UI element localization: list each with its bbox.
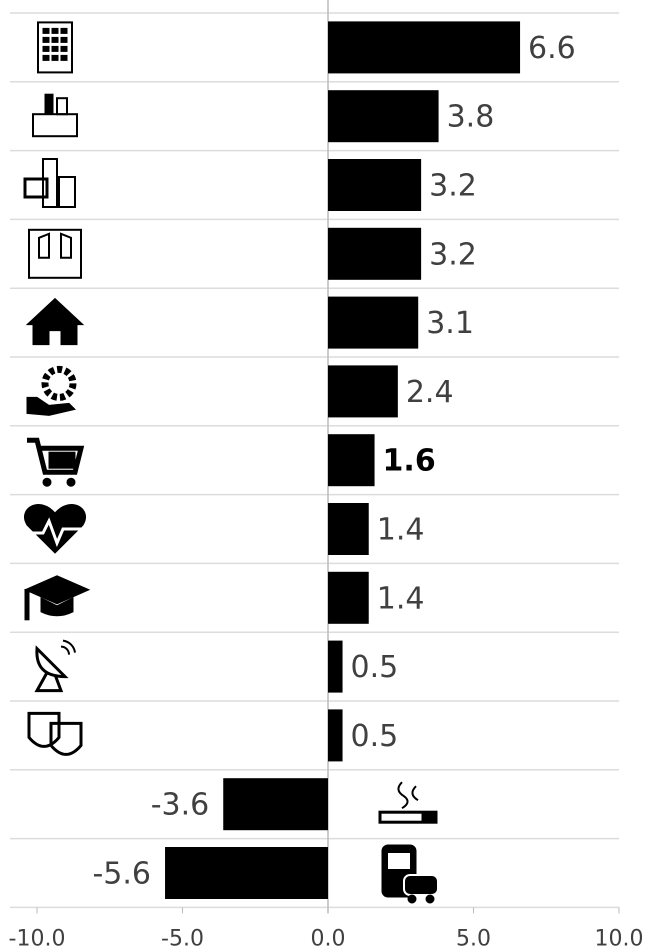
icon-part: [25, 297, 85, 346]
value-label: 3.2: [429, 169, 477, 204]
value-label: 1.6: [383, 444, 436, 479]
icon-part: [24, 504, 86, 554]
icon-part: [60, 27, 68, 34]
icon-part: [23, 177, 49, 199]
icon-part: [51, 54, 59, 61]
icon-part: [40, 596, 74, 617]
icon-part: [41, 365, 77, 401]
bar: [328, 227, 422, 280]
icon-part: [425, 894, 435, 904]
bar: [223, 778, 328, 831]
bar: [328, 709, 343, 762]
icon-part: [42, 36, 50, 43]
category-icon: [23, 158, 76, 208]
x-tick-label: 10.0: [595, 926, 644, 950]
bar: [328, 434, 375, 487]
icon-part: [29, 517, 81, 548]
icon-part: [48, 451, 76, 469]
icon-part: [23, 575, 91, 605]
x-tick-label: 0.0: [311, 926, 346, 950]
icon-part: [42, 158, 58, 208]
icon-part: [421, 811, 437, 823]
value-label: -5.6: [92, 857, 151, 892]
icon-part: [34, 671, 64, 693]
value-label: 1.4: [377, 581, 425, 616]
value-label: 3.1: [426, 306, 474, 341]
bar: [328, 296, 419, 349]
icon-part: [397, 781, 419, 810]
category-icon: [24, 504, 86, 554]
x-tick-label: 5.0: [456, 926, 491, 950]
icon-part: [388, 853, 410, 869]
bar: [328, 503, 369, 555]
bar: [328, 21, 521, 74]
icon-part: [42, 27, 50, 34]
icon-part: [35, 645, 69, 679]
category-icon: [25, 297, 85, 346]
bar: [328, 159, 422, 211]
value-label: 0.5: [351, 650, 399, 685]
category-icon: [378, 781, 438, 824]
icon-part: [51, 27, 59, 34]
category-icon: [27, 437, 85, 487]
icon-part: [44, 93, 54, 115]
icon-part: [60, 639, 76, 655]
bar: [328, 571, 369, 624]
icon-part: [42, 477, 52, 487]
icon-part: [27, 711, 83, 756]
icon-part: [37, 21, 73, 74]
icon-part: [407, 894, 417, 904]
icon-part: [26, 396, 76, 416]
value-label: 0.5: [351, 719, 399, 754]
icon-part: [66, 477, 76, 487]
x-tick-label: -10.0: [9, 926, 66, 950]
icon-part: [51, 36, 59, 43]
icon-part: [60, 36, 68, 43]
icon-part: [28, 228, 82, 279]
icon-part: [24, 589, 30, 621]
icon-part: [56, 97, 68, 116]
category-icon: [37, 21, 73, 74]
icon-part: [42, 45, 50, 52]
bar: [165, 847, 328, 899]
category-icon: [28, 228, 82, 279]
category-icon: [27, 711, 83, 756]
category-icon: [23, 575, 91, 621]
bar: [328, 365, 398, 418]
icon-part: [27, 437, 85, 475]
icon-part: [51, 45, 59, 52]
value-label: -3.6: [151, 788, 210, 823]
icon-part: [60, 45, 68, 52]
value-label: 3.2: [429, 237, 477, 272]
bar: [328, 640, 343, 693]
category-icon: [34, 639, 76, 693]
icon-part: [60, 54, 68, 61]
icon-part: [32, 113, 78, 138]
value-label: 6.6: [528, 31, 576, 66]
bar: [328, 90, 439, 143]
icon-part: [38, 232, 72, 259]
category-icon: [26, 365, 77, 416]
value-label: 1.4: [377, 513, 425, 548]
icon-part: [58, 176, 76, 208]
category-icon: [32, 93, 78, 138]
category-icon: [381, 844, 439, 904]
x-tick-label: -5.0: [161, 926, 204, 950]
value-label: 3.8: [447, 100, 495, 135]
icon-part: [42, 54, 50, 61]
icon-part: [403, 874, 439, 896]
value-label: 2.4: [406, 375, 454, 410]
